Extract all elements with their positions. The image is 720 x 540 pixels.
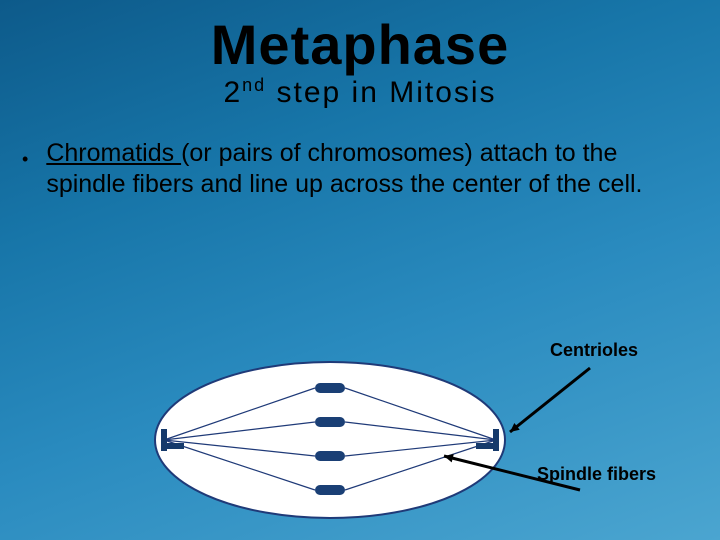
bullet-term: Chromatids: [46, 139, 181, 167]
bullet-text: Chromatids (or pairs of chromosomes) att…: [46, 138, 690, 201]
bullet-dot-icon: •: [22, 148, 28, 171]
subtitle-sup: nd: [242, 75, 266, 95]
subtitle-post: step in Mitosis: [266, 76, 496, 109]
page-title: Metaphase: [0, 0, 720, 77]
label-spindle-fibers: Spindle fibers: [537, 464, 656, 485]
cell-diagram: [150, 350, 510, 530]
label-centrioles: Centrioles: [550, 340, 638, 361]
bullet-item: • Chromatids (or pairs of chromosomes) a…: [0, 110, 720, 201]
page-subtitle: 2nd step in Mitosis: [0, 75, 720, 110]
diagram-area: Centrioles Spindle fibers: [0, 330, 720, 540]
subtitle-pre: 2: [223, 76, 242, 109]
